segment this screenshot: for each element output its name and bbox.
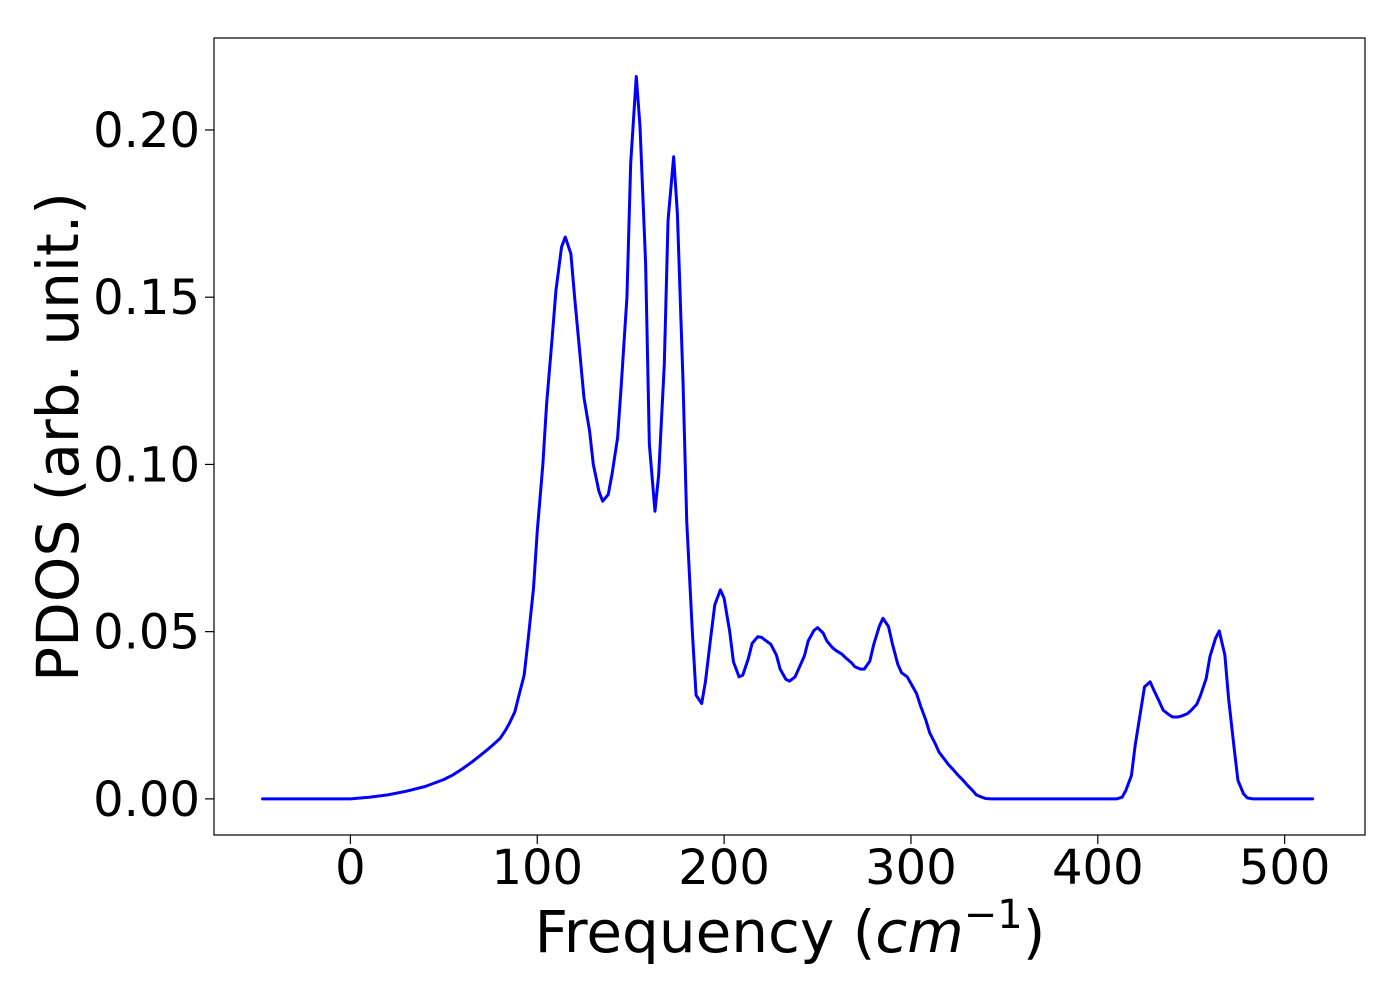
x-axis: 0 100 200 300 400 500: [335, 835, 1330, 896]
x-axis-title: Frequency (cm−1): [535, 892, 1046, 966]
y-tick-label: 0.10: [93, 437, 200, 493]
y-tick-label: 0.00: [93, 772, 200, 828]
x-tick-label: 100: [491, 840, 583, 896]
y-tick-label: 0.20: [93, 103, 200, 159]
x-tick-label: 0: [335, 840, 366, 896]
y-axis: 0.00 0.05 0.10 0.15 0.20: [93, 103, 214, 828]
y-tick-label: 0.05: [93, 605, 200, 661]
plot-area: [261, 74, 1315, 801]
x-tick-label: 500: [1239, 840, 1331, 896]
x-tick-label: 300: [865, 840, 957, 896]
pdos-series-line: [261, 74, 1315, 801]
x-tick-label: 400: [1052, 840, 1144, 896]
x-tick-label: 200: [678, 840, 770, 896]
y-tick-label: 0.15: [93, 270, 200, 326]
y-axis-title: PDOS (arb. unit.): [24, 192, 92, 682]
axes-frame: [213, 37, 1366, 836]
